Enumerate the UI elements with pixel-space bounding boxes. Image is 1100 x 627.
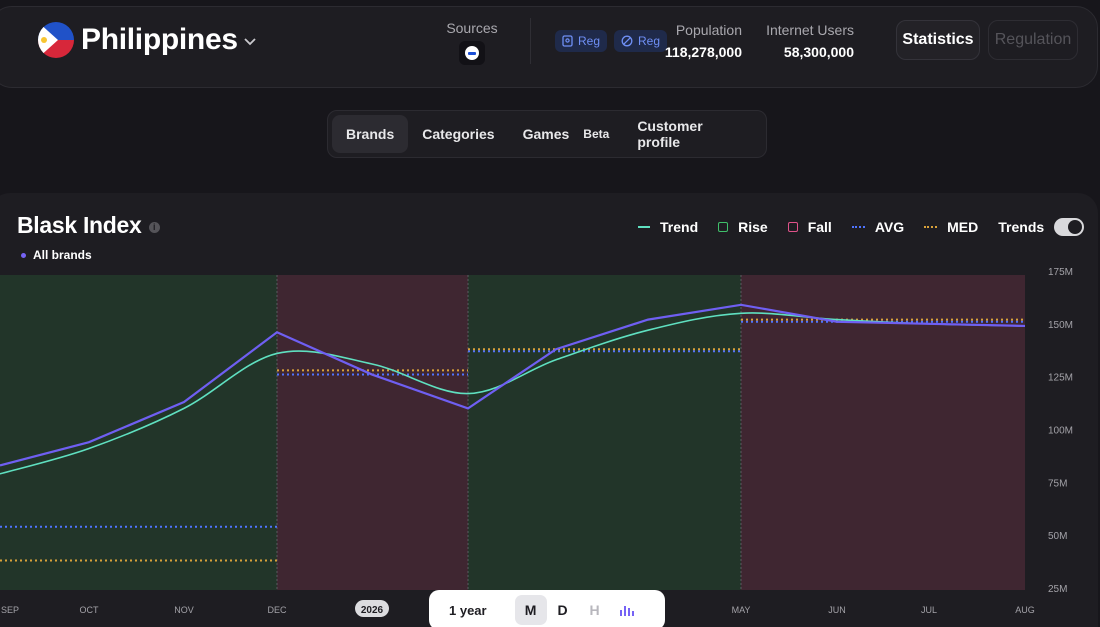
legend-fall[interactable]: Fall bbox=[787, 219, 832, 235]
tab-customer-profile[interactable]: Customer profile bbox=[637, 118, 703, 150]
sources-label: Sources bbox=[446, 20, 498, 36]
population-value: 118,278,000 bbox=[664, 44, 742, 60]
region-fall bbox=[277, 275, 468, 590]
y-tick-label: 75M bbox=[1048, 478, 1067, 489]
series-dot bbox=[21, 252, 26, 258]
chart-title-text: Blask Index bbox=[17, 212, 142, 238]
region-rise bbox=[0, 275, 277, 590]
internet-users-stat: Internet Users 58,300,000 bbox=[766, 22, 854, 60]
region-fall bbox=[741, 275, 1025, 590]
tab-games[interactable]: Games Beta bbox=[522, 126, 610, 142]
y-tick-label: 125M bbox=[1048, 373, 1073, 384]
reg-badge-label: Reg bbox=[638, 34, 661, 48]
x-tick-label: DEC bbox=[267, 605, 287, 615]
chevron-down-icon[interactable] bbox=[244, 38, 256, 46]
license-icon bbox=[562, 35, 573, 47]
index-line bbox=[0, 303, 1026, 467]
x-tick-label: JUL bbox=[921, 605, 937, 615]
country-selector[interactable]: Philippines bbox=[38, 22, 256, 58]
x-tick-label: 2026 bbox=[361, 605, 384, 616]
x-tick-label: JUN bbox=[828, 605, 846, 615]
tab-brands[interactable]: Brands bbox=[332, 115, 409, 153]
range-selector[interactable]: 1 year bbox=[449, 602, 487, 618]
population-stat: Population 118,278,000 bbox=[665, 22, 742, 60]
reg-badge-blocked[interactable]: Reg bbox=[614, 30, 668, 52]
granularity-month-button[interactable]: M bbox=[514, 595, 547, 625]
population-label: Population bbox=[675, 22, 742, 38]
y-tick-label: 150M bbox=[1048, 320, 1073, 331]
legend-avg[interactable]: AVG bbox=[851, 219, 904, 235]
series-label: All brands bbox=[33, 248, 92, 262]
chart-legend: Trend Rise Fall AVG MED Trends bbox=[638, 218, 1085, 236]
statistics-button[interactable]: Statistics bbox=[896, 20, 980, 60]
legend-med[interactable]: MED bbox=[924, 219, 978, 235]
y-tick-label: 50M bbox=[1048, 531, 1067, 542]
period-control: 1 year M D H bbox=[429, 590, 665, 627]
granularity-day-button[interactable]: D bbox=[557, 602, 568, 618]
x-tick-label: SEP bbox=[1, 605, 19, 615]
country-name[interactable]: Philippines bbox=[81, 23, 238, 56]
x-tick-label: MAY bbox=[732, 605, 751, 615]
source-icon[interactable] bbox=[459, 41, 485, 65]
blocked-icon bbox=[621, 35, 633, 47]
trends-toggle-label: Trends bbox=[998, 219, 1045, 235]
region-rise bbox=[468, 275, 741, 590]
info-icon[interactable]: i bbox=[148, 221, 160, 233]
philippines-flag-icon bbox=[38, 22, 74, 58]
bar-chart-icon[interactable] bbox=[611, 595, 643, 625]
series-selector[interactable]: All brands bbox=[21, 248, 92, 262]
reg-badge-label: Reg bbox=[578, 34, 601, 48]
internet-users-label: Internet Users bbox=[766, 22, 854, 38]
internet-users-value: 58,300,000 bbox=[783, 44, 854, 60]
sources: Sources bbox=[446, 20, 498, 65]
reg-badge-license[interactable]: Reg bbox=[555, 30, 608, 52]
y-tick-label: 25M bbox=[1048, 584, 1067, 595]
x-tick-label: AUG bbox=[1015, 605, 1035, 615]
toggle-switch[interactable] bbox=[1054, 218, 1085, 236]
y-tick-label: 175M bbox=[1048, 267, 1073, 278]
regulation-button[interactable]: Regulation bbox=[988, 20, 1078, 60]
beta-badge: Beta bbox=[583, 127, 610, 141]
tab-categories[interactable]: Categories bbox=[422, 126, 495, 142]
divider bbox=[530, 18, 531, 64]
x-tick-label: NOV bbox=[174, 605, 194, 615]
year-marker bbox=[355, 600, 389, 617]
y-tick-label: 100M bbox=[1048, 426, 1073, 437]
chart-title: Blask Index i bbox=[17, 212, 160, 239]
granularity-hour-button[interactable]: H bbox=[589, 602, 600, 618]
legend-rise[interactable]: Rise bbox=[718, 219, 768, 235]
legend-trend[interactable]: Trend bbox=[638, 219, 698, 235]
trends-toggle[interactable]: Trends bbox=[998, 218, 1085, 236]
section-tabs: Brands Categories Games Beta Customer pro… bbox=[327, 110, 767, 158]
x-tick-label: OCT bbox=[80, 605, 100, 615]
